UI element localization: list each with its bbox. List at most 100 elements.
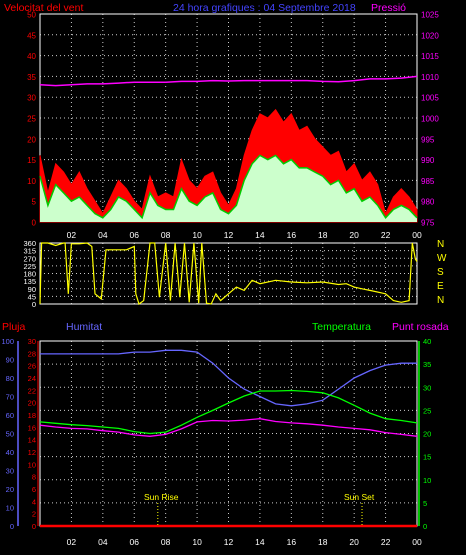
x-tick-label: 18 — [318, 230, 328, 240]
dewpoint-line — [39, 418, 418, 437]
pressure-tick: 990 — [421, 156, 435, 165]
humidity-tick: 6 — [32, 485, 36, 494]
humidity-tick: 30 — [28, 337, 36, 346]
rain-tick: 10 — [6, 504, 14, 513]
pressure-tick: 975 — [421, 219, 435, 228]
x-tick-label: 20 — [349, 230, 359, 240]
wind-speed-tick: 0 — [32, 219, 37, 228]
humidity-tick: 16 — [28, 423, 36, 432]
x-tick-label: 04 — [98, 230, 108, 240]
wind-speed-tick: 10 — [27, 177, 36, 186]
wind-speed-tick: 15 — [27, 156, 36, 165]
temperature-line — [39, 389, 418, 435]
pressure-tick: 1000 — [421, 115, 439, 124]
humidity-tick: 12 — [28, 448, 36, 457]
pressure-tick: 995 — [421, 135, 435, 144]
lower-series: 0102030405060708090100024681012141618202… — [1, 337, 431, 547]
pressure-tick: 1005 — [421, 94, 439, 103]
compass-label: S — [437, 267, 444, 278]
rain-tick: 40 — [6, 448, 14, 457]
wind-speed-tick: 40 — [27, 52, 36, 61]
direction-tick: 45 — [28, 292, 36, 301]
x-tick-label: 12 — [224, 537, 234, 547]
humidity-line — [40, 349, 417, 407]
x-tick-label: 16 — [287, 230, 297, 240]
temperature-tick: 20 — [423, 430, 431, 439]
wind-speed-tick: 25 — [27, 115, 36, 124]
humidity-tick: 22 — [28, 386, 36, 395]
x-tick-label: 02 — [67, 537, 77, 547]
x-tick-label: 04 — [98, 537, 108, 547]
compass-label: W — [437, 253, 447, 264]
temperature-tick: 35 — [423, 360, 431, 369]
rain-tick: 100 — [1, 337, 14, 346]
humidity-tick: 28 — [28, 349, 36, 358]
pressure-tick: 1015 — [421, 52, 439, 61]
pressure-tick: 1025 — [421, 11, 439, 20]
x-tick-label: 06 — [130, 230, 140, 240]
rain-label: Pluja — [2, 321, 26, 333]
x-tick-label: 16 — [287, 537, 297, 547]
wind-speed-tick: 5 — [32, 198, 37, 207]
x-tick-label: 22 — [381, 537, 391, 547]
temperature-tick: 40 — [423, 337, 431, 346]
rain-tick: 0 — [10, 522, 14, 531]
direction-tick: 360 — [23, 239, 36, 248]
wind-speed-tick: 50 — [27, 11, 36, 20]
wind-speed-tick: 30 — [27, 94, 36, 103]
pressure-line — [39, 75, 418, 87]
humidity-tick: 10 — [28, 460, 36, 469]
wind-speed-tick: 20 — [27, 135, 36, 144]
temperature-label: Temperatura — [312, 321, 371, 333]
wind-direction-line — [39, 242, 418, 305]
compass-label: N — [437, 295, 444, 306]
compass-label: N — [437, 239, 444, 250]
wind-average-line — [39, 154, 418, 220]
x-tick-label: 12 — [224, 230, 234, 240]
pressure-tick: 980 — [421, 198, 435, 207]
wind-series — [39, 75, 418, 223]
humidity-tick: 20 — [28, 399, 36, 408]
rain-tick: 20 — [6, 485, 14, 494]
x-tick-label: 08 — [161, 537, 171, 547]
x-tick-label: 00 — [412, 230, 422, 240]
humidity-label: Humitat — [66, 321, 102, 333]
pressure-tick: 985 — [421, 177, 435, 186]
sunrise-label: Sun Rise — [144, 492, 179, 502]
direction-tick: 90 — [28, 285, 36, 294]
compass-label: E — [437, 281, 444, 292]
rain-tick: 50 — [6, 430, 14, 439]
humidity-tick: 8 — [32, 473, 36, 482]
x-tick-label: 22 — [381, 230, 391, 240]
humidity-tick: 4 — [32, 497, 36, 506]
direction-tick: 135 — [23, 277, 36, 286]
humidity-tick: 14 — [28, 436, 36, 445]
humidity-tick: 2 — [32, 510, 36, 519]
wind-grid — [40, 14, 417, 222]
wind-speed-title: Velocitat del vent — [4, 2, 83, 14]
dewpoint-label: Punt rosada — [392, 321, 449, 333]
x-tick-label: 02 — [67, 230, 77, 240]
humidity-tick: 18 — [28, 411, 36, 420]
temperature-tick: 0 — [423, 522, 427, 531]
wind-speed-tick: 45 — [27, 31, 36, 40]
direction-tick: 315 — [23, 247, 36, 256]
temperature-tick: 25 — [423, 406, 431, 415]
direction-tick: 0 — [32, 300, 36, 309]
humidity-tick: 26 — [28, 362, 36, 371]
temperature-tick: 5 — [423, 499, 427, 508]
x-tick-label: 18 — [318, 537, 328, 547]
humidity-tick: 0 — [32, 522, 36, 531]
direction-tick: 270 — [23, 254, 36, 263]
temperature-tick: 10 — [423, 476, 431, 485]
chart-title: 24 hora grafiques : 04 Septembre 2018 — [173, 2, 356, 14]
humidity-tick: 24 — [28, 374, 36, 383]
rain-tick: 80 — [6, 374, 14, 383]
rain-tick: 60 — [6, 411, 14, 420]
x-tick-label: 20 — [349, 537, 359, 547]
pressure-tick: 1020 — [421, 31, 439, 40]
x-tick-label: 00 — [412, 537, 422, 547]
x-tick-label: 10 — [192, 537, 202, 547]
